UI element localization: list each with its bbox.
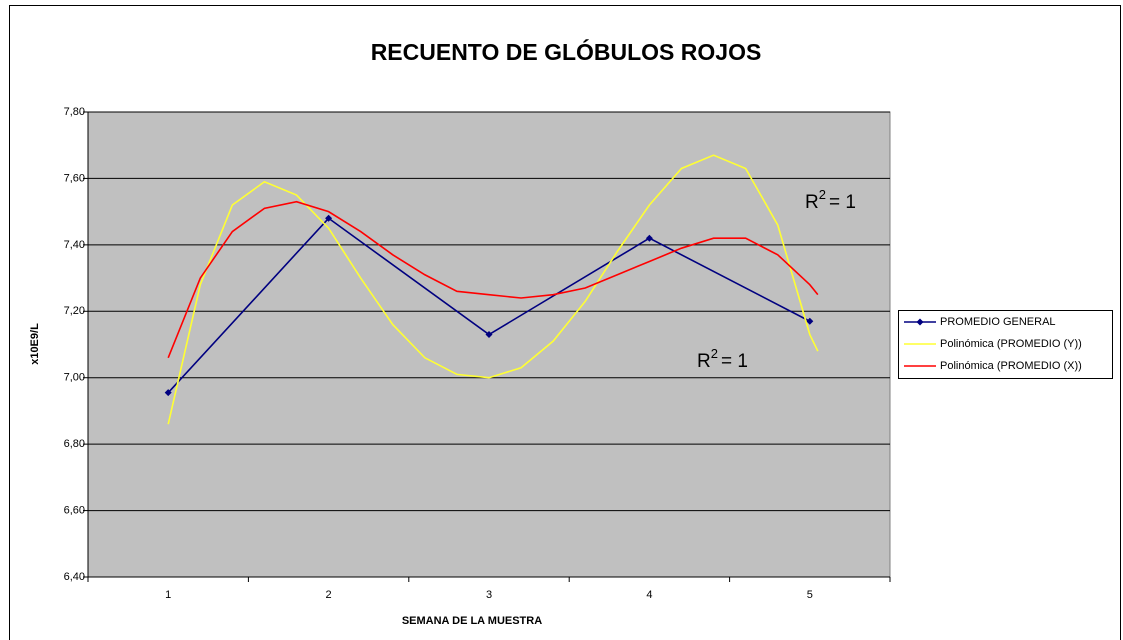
point-marker	[806, 317, 814, 325]
legend-label: Polinómica (PROMEDIO (Y))	[940, 338, 1082, 350]
x-tick-label: 1	[165, 589, 171, 601]
x-tick-label: 4	[646, 589, 652, 601]
x-tick-label: 3	[486, 589, 492, 601]
x-tick-label: 2	[326, 589, 332, 601]
x-axis-label: SEMANA DE LA MUESTRA	[402, 615, 542, 627]
r-squared-part: 2	[711, 346, 718, 361]
series-line	[167, 154, 819, 425]
y-axis-label: x10E9/L	[29, 323, 41, 365]
y-tick-label: 7,00	[64, 372, 85, 384]
legend-label: Polinómica (PROMEDIO (X))	[940, 360, 1082, 372]
point-marker	[645, 234, 653, 242]
r-squared-label: R2 = 1	[697, 346, 748, 372]
r-squared-label: R2 = 1	[805, 187, 856, 213]
point-marker	[164, 389, 172, 397]
y-tick-label: 7,20	[64, 305, 85, 317]
y-tick-label: 6,80	[64, 438, 85, 450]
y-tick-label: 7,40	[64, 239, 85, 251]
r-squared-part: = 1	[721, 351, 748, 372]
y-tick-label: 6,60	[64, 504, 85, 516]
y-tick-label: 6,40	[64, 571, 85, 583]
y-tick-label: 7,80	[64, 106, 85, 118]
y-tick-label: 7,60	[64, 172, 85, 184]
chart-title: RECUENTO DE GLÓBULOS ROJOS	[371, 38, 762, 65]
point-marker	[485, 331, 493, 339]
r-squared-part: R	[697, 351, 711, 372]
legend-label: PROMEDIO GENERAL	[940, 316, 1056, 328]
series-line	[167, 200, 819, 359]
r-squared-part: R	[805, 192, 819, 213]
r-squared-part: = 1	[829, 192, 856, 213]
point-marker	[325, 214, 333, 222]
plot-area	[87, 111, 891, 578]
legend-marker	[916, 318, 924, 326]
x-tick-label: 5	[807, 589, 813, 601]
r-squared-part: 2	[819, 187, 826, 202]
